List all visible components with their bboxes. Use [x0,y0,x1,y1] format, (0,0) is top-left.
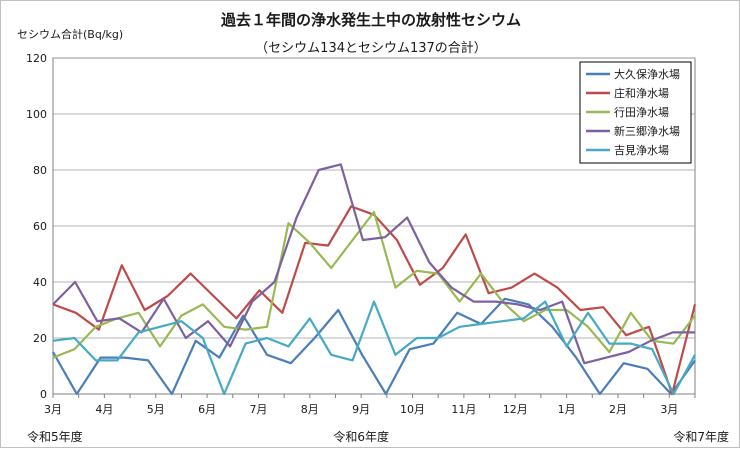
y-tick-label: 120 [26,52,47,65]
x-tick-label: 4月 [95,403,113,416]
legend-entry: 新三郷浄水場 [614,124,680,138]
legend-entry: 行田浄水場 [614,105,669,119]
y-tick-label: 100 [26,108,47,121]
fiscal-year-label: 令和5年度 [27,429,83,444]
chart-subtitle: （セシウム134とセシウム137の合計） [255,40,487,56]
fiscal-year-label: 令和6年度 [333,429,389,444]
x-tick-label: 7月 [249,403,267,416]
chart-title: 過去１年間の浄水発生土中の放射性セシウム [220,11,521,29]
x-tick-label: 9月 [352,403,370,416]
x-tick-label: 5月 [147,403,165,416]
x-tick-label: 6月 [198,403,216,416]
x-tick-label: 3月 [44,403,62,416]
y-tick-label: 80 [33,164,47,177]
x-tick-label: 3月 [660,403,678,416]
y-axis-label: セシウム合計(Bq/kg) [17,27,123,41]
y-tick-label: 40 [33,276,47,289]
y-tick-label: 0 [40,388,47,401]
x-tick-label: 1月 [558,403,576,416]
legend-entry: 吉見浄水場 [614,143,669,157]
axes [52,393,696,398]
series-line [52,210,696,359]
x-tick-label: 2月 [609,403,627,416]
x-tick-label: 8月 [301,403,319,416]
y-tick-label: 20 [33,332,47,345]
series-line [52,297,696,396]
legend-entry: 大久保浄水場 [614,67,680,81]
series-line [52,163,695,365]
x-tick-label: 12月 [503,403,528,416]
fiscal-year-label: 令和7年度 [673,429,729,444]
legend-entry: 庄和浄水場 [614,86,669,100]
series-line [52,300,696,396]
tick-labels: 0 20 40 60 80 100 120 3月 4月 5月 6月 7月 8月 9月 10月 11月 12月 1月… [26,52,729,444]
x-tick-label: 10月 [400,403,425,416]
y-tick-label: 60 [33,220,47,233]
x-tick-label: 11月 [451,403,476,416]
series-lines [52,163,697,396]
